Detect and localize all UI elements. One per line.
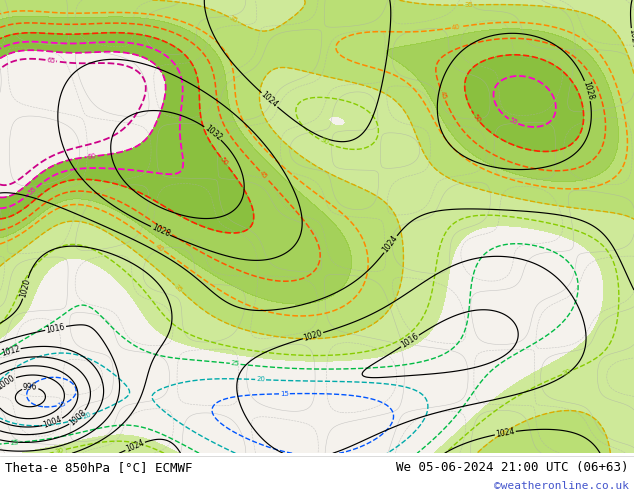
Text: 1020: 1020: [302, 329, 323, 343]
Text: 65: 65: [46, 57, 56, 64]
Text: 1028: 1028: [581, 80, 595, 101]
Text: 1024: 1024: [259, 90, 280, 110]
Text: 30: 30: [562, 368, 573, 377]
Text: 1032: 1032: [203, 123, 223, 143]
Text: 1024: 1024: [124, 439, 146, 454]
Text: 60: 60: [87, 153, 97, 160]
Text: 35: 35: [173, 283, 184, 294]
Text: 1024: 1024: [381, 234, 400, 255]
Text: 25: 25: [231, 361, 240, 368]
Text: 30: 30: [54, 447, 64, 455]
Text: 35: 35: [464, 2, 473, 8]
Text: 1024: 1024: [495, 427, 515, 439]
Text: 15: 15: [280, 391, 289, 397]
Text: Theta-e 850hPa [°C] ECMWF: Theta-e 850hPa [°C] ECMWF: [5, 462, 193, 474]
Text: 25: 25: [10, 440, 19, 446]
Text: 35: 35: [228, 15, 239, 24]
Text: 1000: 1000: [0, 373, 17, 392]
Text: 20: 20: [82, 412, 93, 420]
Text: 996: 996: [23, 383, 37, 392]
Text: 1012: 1012: [0, 344, 21, 358]
Text: 1024: 1024: [627, 28, 634, 49]
Text: We 05-06-2024 21:00 UTC (06+63): We 05-06-2024 21:00 UTC (06+63): [396, 462, 629, 474]
Text: ©weatheronline.co.uk: ©weatheronline.co.uk: [494, 481, 629, 490]
Text: 35: 35: [498, 428, 509, 438]
Text: 30: 30: [319, 137, 330, 147]
Text: 50: 50: [472, 113, 482, 123]
Text: 20: 20: [256, 376, 265, 383]
Text: 15: 15: [56, 400, 67, 409]
Text: 55: 55: [508, 117, 519, 126]
Text: 45: 45: [258, 170, 269, 180]
Text: 55: 55: [27, 186, 38, 196]
Text: 1016: 1016: [45, 322, 66, 335]
Text: 1020: 1020: [18, 278, 32, 299]
Text: 40: 40: [155, 243, 165, 253]
Text: 1004: 1004: [42, 415, 63, 430]
Text: 40: 40: [451, 24, 461, 31]
Text: 50: 50: [219, 156, 229, 167]
Text: 1016: 1016: [399, 332, 420, 350]
Text: 1028: 1028: [150, 223, 171, 239]
Text: 1008: 1008: [68, 408, 88, 428]
Text: 45: 45: [439, 91, 448, 101]
